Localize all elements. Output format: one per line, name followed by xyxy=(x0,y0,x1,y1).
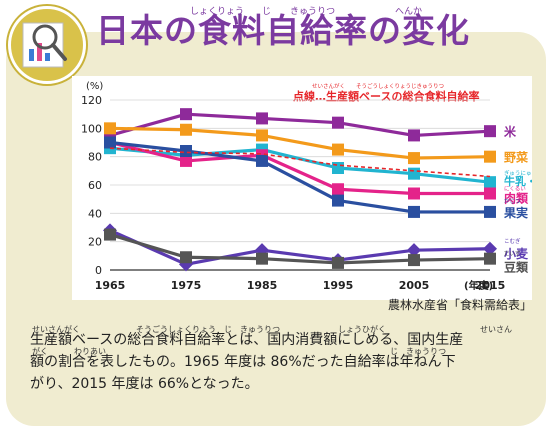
y-tick-label: 100 xyxy=(81,122,102,135)
series-label-ruby: こむぎ xyxy=(504,237,521,245)
data-point xyxy=(484,187,496,200)
series-line xyxy=(109,233,491,265)
data-point xyxy=(332,183,344,196)
data-point xyxy=(484,125,496,138)
series-line xyxy=(109,228,491,266)
data-point xyxy=(256,252,268,265)
body-line-3: がり、2015 年度は 66%となった。 xyxy=(30,376,259,392)
series-label: 米 xyxy=(504,124,517,139)
data-point xyxy=(104,122,116,135)
body-line-2: 額の割合を表したもの。1965 年度は 86%だった自給率は年ねん下 xyxy=(30,354,456,370)
y-tick-label: 120 xyxy=(81,94,102,107)
data-point xyxy=(332,194,344,207)
magnifier-chart-icon xyxy=(8,6,86,84)
ruby-2: そうごうしょくりょう じ きゅうりつ xyxy=(136,325,281,334)
series-line xyxy=(109,147,491,178)
data-point xyxy=(408,254,420,267)
data-point xyxy=(179,257,193,272)
series-label-ruby: ぎゅうにゅう にゅうせいひん xyxy=(504,169,532,177)
x-unit: (年度) xyxy=(464,279,493,292)
data-point xyxy=(180,251,192,264)
line-chart: (%) (年度) 点線…生産額ベースの総合食料自給率 せいさんがく そうごうしょ… xyxy=(81,81,552,292)
data-point xyxy=(407,243,421,258)
series-line xyxy=(109,126,491,160)
ruby-1: せいさんがく xyxy=(32,325,80,334)
data-point xyxy=(104,136,116,149)
y-tick-label: 0 xyxy=(95,264,102,277)
data-point xyxy=(408,129,420,142)
data-point xyxy=(484,252,496,265)
body-line-1: 生産額ベースの総合食料自給率とは、国内消費額にしめる、国内生産 xyxy=(30,332,464,348)
data-point xyxy=(484,176,496,189)
ruby-4: せいさん xyxy=(480,325,512,334)
series-line xyxy=(109,140,490,196)
title-ruby-1: じ xyxy=(262,7,272,17)
data-point xyxy=(483,241,497,256)
series-label: 小麦 xyxy=(504,246,529,261)
series-line xyxy=(109,140,490,214)
data-point xyxy=(408,152,420,165)
x-tick-label: 1995 xyxy=(323,279,354,292)
legend-note-ruby: せいさんがく そうごうしょくりょうじきゅうりつ xyxy=(312,82,444,90)
data-point xyxy=(104,228,116,241)
legend-note: 点線…生産額ベースの総合食料自給率 xyxy=(293,89,479,103)
data-point xyxy=(180,145,192,157)
ruby-3: しょうひがく xyxy=(338,325,386,334)
data-point xyxy=(484,150,496,163)
x-tick-label: 2005 xyxy=(399,279,430,292)
data-point xyxy=(256,129,268,142)
data-point xyxy=(408,205,420,218)
series-label-ruby: だいず xyxy=(504,250,521,258)
data-point xyxy=(408,187,420,200)
ruby-6: わりあい xyxy=(74,347,106,356)
source-note: 農林水産省「食料需給表」 xyxy=(387,298,532,312)
y-unit: (%) xyxy=(86,81,103,92)
title-ruby-2: きゅうりつ xyxy=(290,7,336,17)
series-line xyxy=(109,146,491,184)
series-label: 豆類 xyxy=(504,260,529,275)
y-tick-label: 40 xyxy=(88,207,102,220)
data-point xyxy=(484,205,496,218)
data-point xyxy=(180,108,192,121)
series-label-ruby: かじつ xyxy=(504,198,521,205)
data-point xyxy=(180,154,192,167)
data-point xyxy=(332,116,344,129)
x-tick-label: 1975 xyxy=(171,279,202,292)
y-tick-label: 20 xyxy=(88,236,102,249)
data-point xyxy=(255,243,269,258)
data-point xyxy=(332,143,344,156)
data-point xyxy=(256,154,268,167)
data-point xyxy=(180,123,192,136)
ruby-7: じ きゅうりつ xyxy=(390,347,447,356)
series-label-ruby: にくるい xyxy=(504,186,526,193)
data-point xyxy=(256,112,268,125)
series-label: 肉類 xyxy=(504,191,529,206)
series-label: 果実 xyxy=(503,205,528,220)
x-tick-label: 2015 xyxy=(475,279,506,292)
chart-area: (%) (年度) 点線…生産額ベースの総合食料自給率 せいさんがく そうごうしょ… xyxy=(72,76,552,300)
series-label: 野菜 xyxy=(504,150,528,165)
body-paragraph: せいさんがく そうごうしょくりょう じ きゅうりつ しょうひがく せいさん がく… xyxy=(30,325,530,395)
data-point xyxy=(332,256,344,269)
x-tick-label: 1965 xyxy=(95,279,126,292)
page-title: 日本の食料自給率の変化 xyxy=(96,11,470,50)
y-tick-label: 80 xyxy=(88,151,102,164)
y-tick-label: 60 xyxy=(88,179,102,192)
x-tick-label: 1985 xyxy=(247,279,278,292)
series-line xyxy=(109,112,491,138)
data-point xyxy=(408,167,420,180)
ruby-5: がく xyxy=(32,347,48,356)
title-ruby-0: しょくりょう xyxy=(190,7,245,17)
title-ruby-3: へんか xyxy=(395,7,423,17)
